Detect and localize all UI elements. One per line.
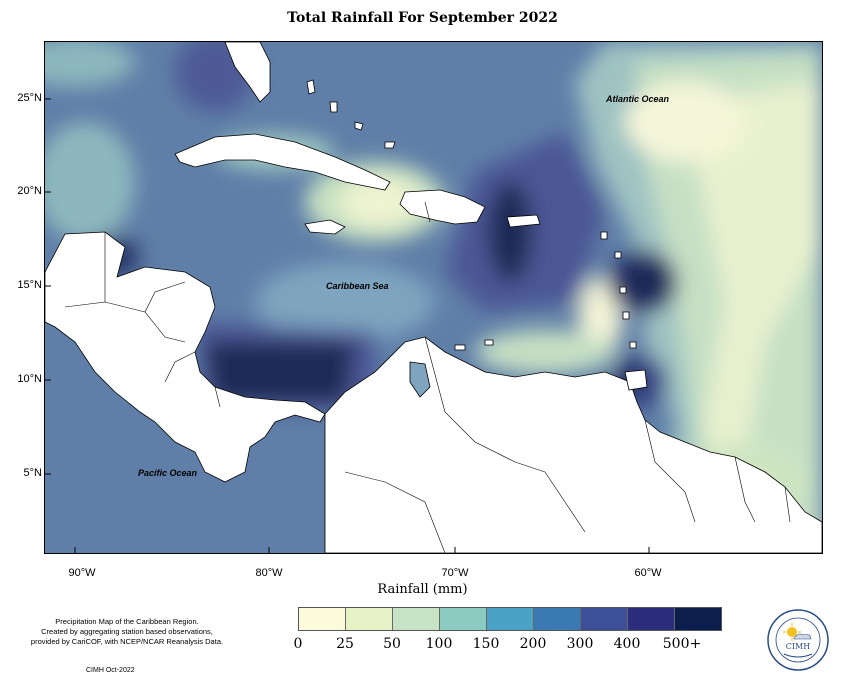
atlantic-ocean-label: Atlantic Ocean (606, 94, 670, 104)
legend-tick-label: 500+ (662, 636, 702, 652)
legend-tick-label: 400 (613, 636, 641, 652)
graticule-ticks (45, 98, 650, 553)
lon-label-60w: 60°W (634, 567, 662, 579)
legend-color-bar (298, 607, 722, 631)
legend-title: Rainfall (mm) (377, 582, 468, 597)
legend-swatch (440, 608, 487, 630)
lat-label-10n: 10°N (17, 373, 42, 385)
footnote-line-2: Created by aggregating station based obs… (41, 627, 213, 636)
caribbean-sea-label: Caribbean Sea (326, 281, 389, 291)
lat-label-25n: 25°N (17, 92, 42, 104)
footnote-line-3: provided by CariCOF, with NCEP/NCAR Rean… (30, 637, 224, 646)
legend-swatch (534, 608, 581, 630)
legend-tick-label: 25 (336, 636, 354, 652)
lat-label-15n: 15°N (17, 279, 42, 291)
cimh-logo-icon: CIMH (766, 608, 830, 672)
lon-label-90w: 90°W (68, 567, 96, 579)
lon-label-80w: 80°W (255, 567, 283, 579)
legend-tick-label: 100 (425, 636, 453, 652)
pacific-ocean-label: Pacific Ocean (138, 468, 198, 478)
lat-label-20n: 20°N (17, 185, 42, 197)
legend-tick-label: 0 (293, 636, 303, 652)
legend-swatch (346, 608, 393, 630)
rainfall-map (44, 41, 823, 554)
legend-swatch (393, 608, 440, 630)
lon-label-70w: 70°W (441, 567, 469, 579)
lat-label-5n: 5°N (23, 467, 42, 479)
credit-text: CIMH Oct-2022 (86, 667, 135, 674)
legend-tick-label: 200 (519, 636, 547, 652)
legend-swatch (581, 608, 628, 630)
map-title: Total Rainfall For September 2022 (287, 10, 558, 26)
footnote-line-1: Precipitation Map of the Caribbean Regio… (55, 617, 199, 626)
legend-tick-label: 150 (472, 636, 500, 652)
country-borders (64, 201, 791, 553)
legend-swatch (675, 608, 721, 630)
legend-swatch (628, 608, 675, 630)
logo-text: CIMH (786, 642, 810, 651)
map-footnote: Precipitation Map of the Caribbean Regio… (2, 617, 252, 647)
legend-swatch (487, 608, 534, 630)
rainfall-contours (45, 42, 822, 553)
legend-tick-label: 300 (566, 636, 594, 652)
legend-swatch (299, 608, 346, 630)
legend-tick-label: 50 (383, 636, 401, 652)
